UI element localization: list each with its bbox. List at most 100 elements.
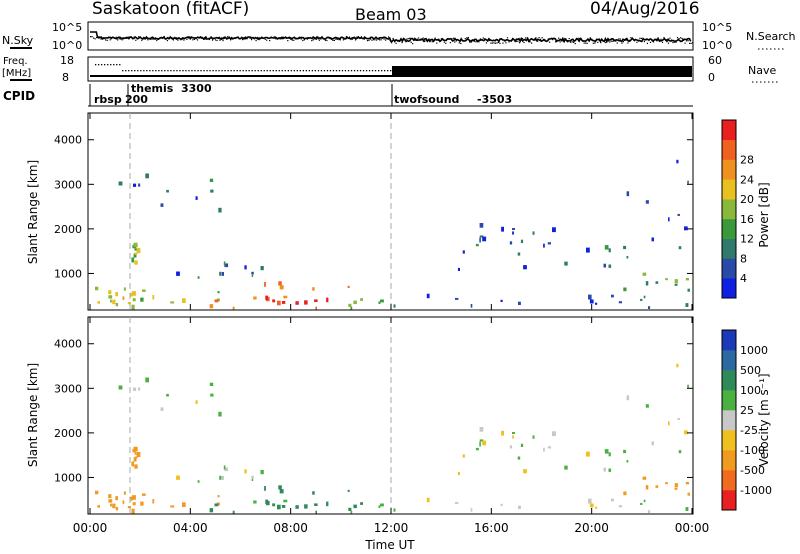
velocity-y-axis: 1000 2000 3000 4000 [54, 338, 693, 484]
nave-dot [134, 70, 136, 72]
x-tick-label: 16:00 [474, 521, 509, 535]
echo-cell [195, 400, 198, 404]
echo-cell [479, 223, 484, 228]
echo-cell [517, 252, 521, 256]
echo-cell [260, 470, 264, 475]
nave-dot [224, 70, 226, 72]
echo-cell [133, 183, 137, 187]
nsearch-dot [282, 36, 284, 38]
nsearch-dot [416, 38, 418, 40]
nsearch-dot [439, 40, 441, 42]
echo-cell [626, 191, 630, 197]
nsearch-dot [219, 39, 221, 41]
echo-cell [136, 452, 141, 457]
echo-cell [608, 248, 611, 253]
nave-dot [275, 70, 277, 72]
nave-dot [176, 70, 178, 72]
echo-cell [140, 501, 144, 506]
nsearch-dot [502, 42, 504, 44]
nsearch-dot [461, 40, 463, 42]
nave-dot [311, 70, 313, 72]
echo-cell [314, 299, 318, 302]
echo-cell [108, 499, 113, 503]
echo-cell [251, 271, 254, 275]
colorbar-tick-label: -100 [740, 444, 765, 457]
nsearch-dot [410, 41, 412, 43]
echo-cell [160, 203, 164, 207]
nsearch-dot [90, 36, 92, 38]
nsearch-dot [457, 39, 459, 41]
nsearch-dot [425, 40, 427, 42]
echo-cell [482, 440, 487, 446]
nsearch-dot [181, 38, 183, 40]
nsearch-dot [312, 39, 314, 41]
nsearch-dot [207, 38, 209, 40]
nsearch-dot [424, 40, 426, 43]
echo-cell [674, 279, 678, 284]
colorbar-segment [722, 179, 736, 200]
nsearch-dot [473, 40, 475, 42]
nsearch-dot [285, 37, 287, 39]
echo-cell [543, 243, 545, 248]
echo-cell [314, 503, 318, 506]
nave-dot [98, 64, 100, 66]
echo-cell [221, 476, 224, 480]
echo-cell [393, 304, 396, 308]
echo-cell [643, 499, 646, 503]
nsearch-dot [690, 42, 692, 44]
nave-dot [387, 70, 389, 72]
echo-cell [279, 285, 284, 290]
echo-cell [265, 499, 268, 504]
freq-tick-top: 18 [60, 54, 74, 67]
echo-cell [251, 478, 254, 481]
echo-cell [176, 271, 180, 276]
nsearch-dot [302, 39, 304, 42]
nave-dot [173, 70, 175, 72]
echo-cell [279, 489, 284, 494]
echo-cell [115, 507, 119, 511]
echo-cell [112, 503, 116, 509]
nsearch-dot [484, 38, 486, 40]
echo-cell [353, 504, 357, 509]
echo-cell [687, 288, 690, 292]
nsearch-dot [305, 37, 307, 39]
nsearch-dot [470, 41, 472, 43]
echo-cell [393, 508, 396, 512]
echo-cell [523, 265, 527, 270]
echo-cell [687, 180, 689, 184]
echo-cell [97, 301, 100, 304]
nave-dot [158, 70, 160, 72]
nsearch-dot [692, 42, 694, 44]
echo-cell [604, 245, 609, 250]
nsearch-dot [431, 41, 433, 43]
nsearch-dot [472, 39, 474, 41]
echo-cell [134, 248, 137, 251]
echo-cell [133, 242, 138, 248]
nave-dot [344, 70, 347, 72]
echo-cell [281, 505, 286, 508]
echo-cell [219, 475, 222, 480]
nsearch-dot [515, 40, 518, 42]
nsearch-dot [252, 37, 254, 39]
nsearch-dot [278, 37, 280, 39]
nave-dot [239, 70, 241, 72]
colorbar-tick-label: -500 [740, 464, 765, 477]
echo-cell [674, 487, 678, 490]
nsearch-dot [443, 41, 445, 43]
nsearch-dot [631, 37, 633, 39]
nsearch-dot [547, 38, 549, 40]
nsearch-dot [434, 37, 436, 39]
echo-cell [304, 504, 308, 509]
nsearch-dot [332, 39, 334, 41]
nave-dot [371, 70, 374, 72]
echo-cell [224, 263, 229, 268]
nave-dot [194, 70, 196, 72]
echo-cell [651, 441, 654, 446]
echo-cell [618, 301, 622, 304]
nsearch-dot [163, 36, 165, 38]
echo-cell [134, 260, 138, 265]
nsearch-dot [645, 39, 647, 41]
nsearch-dot [103, 38, 105, 40]
nsearch-dot [377, 38, 379, 40]
nsearch-dot [177, 39, 179, 41]
